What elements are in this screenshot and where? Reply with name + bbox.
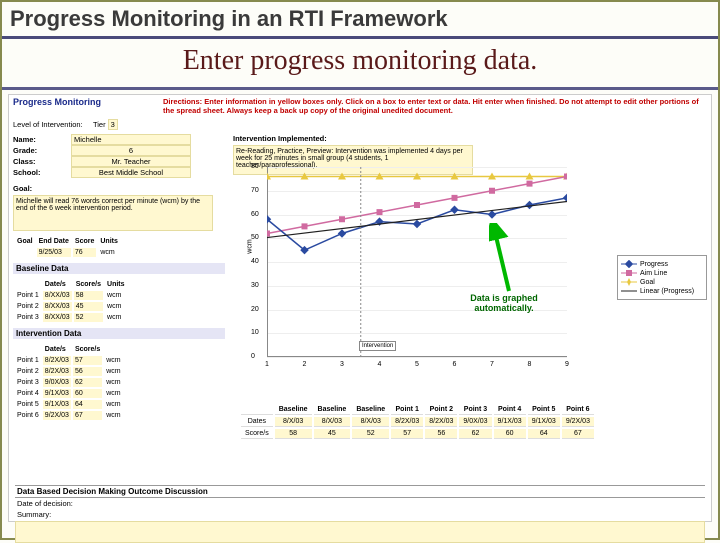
goal-h2: Score <box>73 237 96 246</box>
chart-ylabel: wcm <box>247 239 254 253</box>
goal-text[interactable]: Michelle will read 76 words correct per … <box>13 195 213 231</box>
goal-end-date[interactable]: 9/25/03 <box>37 248 71 257</box>
outcome-header: Data Based Decision Making Outcome Discu… <box>15 485 705 498</box>
baseline-header: Baseline Data <box>13 263 225 274</box>
school-label: School: <box>13 168 71 177</box>
intervention-header: Intervention Data <box>13 328 225 339</box>
intervention-marker: Intervention <box>359 341 396 351</box>
legend-trend: Linear (Progress) <box>640 288 694 295</box>
chart-legend: Progress Aim Line Goal Linear (Progress) <box>617 255 707 300</box>
grade-label: Grade: <box>13 146 71 155</box>
callout-arrow-icon <box>489 223 529 293</box>
goal-h3: Units <box>98 237 120 246</box>
class-label: Class: <box>13 157 71 166</box>
slide-title: Progress Monitoring in an RTI Framework <box>2 2 718 39</box>
level-row: Level of Intervention: Tier 3 <box>9 117 711 132</box>
goal-label: Goal: <box>13 184 71 193</box>
name-label: Name: <box>13 135 71 144</box>
legend-aimline-icon <box>621 269 637 277</box>
legend-aimline: Aim Line <box>640 270 667 277</box>
goal-h1: End Date <box>37 237 71 246</box>
tier-value[interactable]: 3 <box>108 119 118 130</box>
legend-goal: Goal <box>640 279 655 286</box>
chart-data-table: BaselineBaselineBaselinePoint 1Point 2Po… <box>239 403 596 441</box>
spreadsheet-screenshot: Progress Monitoring Directions: Enter in… <box>8 94 712 522</box>
legend-goal-icon <box>621 278 637 286</box>
tier-label: Tier <box>93 120 106 129</box>
name-value[interactable]: Michelle <box>71 134 191 145</box>
goal-mini-table: Goal End Date Score Units 9/25/03 76 wcm <box>13 235 122 259</box>
impl-label: Intervention Implemented: <box>233 134 707 143</box>
goal-score[interactable]: 76 <box>73 248 96 257</box>
sheet-header: Progress Monitoring <box>9 95 159 117</box>
outcome-summary-label: Summary: <box>17 510 51 519</box>
level-label: Level of Intervention: <box>13 120 83 129</box>
outcome-date-label: Date of decision: <box>17 499 73 508</box>
directions-text: Directions: Enter information in yellow … <box>159 95 711 117</box>
intervention-table: Date/sScore/sPoint 18/2X/0357wcmPoint 28… <box>13 343 125 422</box>
legend-progress: Progress <box>640 261 668 268</box>
slide-subtitle: Enter progress monitoring data. <box>2 39 718 90</box>
class-value[interactable]: Mr. Teacher <box>71 156 191 167</box>
school-value[interactable]: Best Middle School <box>71 167 191 178</box>
baseline-table: Date/sScore/sUnitsPoint 18/XX/0358wcmPoi… <box>13 278 129 324</box>
outcome-section: Data Based Decision Making Outcome Discu… <box>15 485 705 543</box>
legend-progress-icon <box>621 260 637 268</box>
left-column: Name:Michelle Grade:6 Class:Mr. Teacher … <box>9 132 229 424</box>
goal-h0: Goal <box>15 237 35 246</box>
legend-trend-icon <box>621 287 637 295</box>
goal-units: wcm <box>98 248 120 257</box>
grade-value[interactable]: 6 <box>71 145 191 156</box>
progress-chart: wcm 01020304050607080 123456789 Interven… <box>239 163 609 393</box>
chart-callout: Data is graphed automatically. <box>449 293 559 313</box>
